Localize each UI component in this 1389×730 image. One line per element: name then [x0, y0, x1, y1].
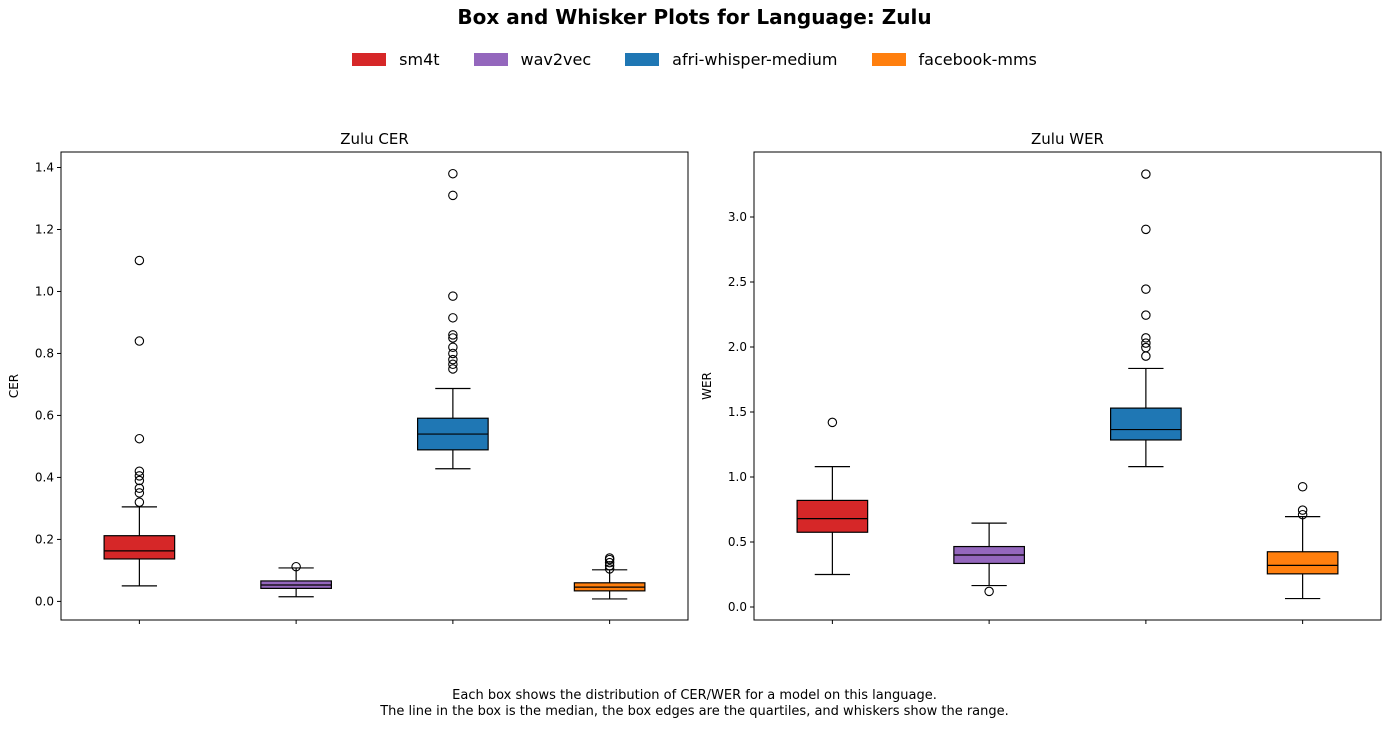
wer-ytick-label: 1.5	[728, 405, 747, 419]
wer-afri-whisper-medium-flier	[1141, 284, 1151, 294]
wer-facebook-mms-flier	[1297, 509, 1308, 520]
legend: sm4t wav2vec afri-whisper-medium faceboo…	[0, 50, 1389, 69]
cer-ytick-label: 0.6	[35, 408, 54, 422]
legend-label-wav2vec: wav2vec	[520, 50, 592, 69]
cer-ytick-label: 1.4	[35, 160, 54, 174]
cer-afri-whisper-medium-flier	[448, 291, 458, 301]
wer-wav2vec-box	[953, 545, 1025, 565]
cer-afri-whisper-medium-flier	[448, 313, 458, 323]
wer-afri-whisper-medium-flier	[1141, 169, 1151, 179]
cer-afri-whisper-medium-box	[417, 417, 489, 451]
cer-facebook-mms-flier	[604, 564, 615, 574]
cer-chart: Zulu CER CER 0.0 0.2 0.4 0.6 0.8 1.0 1.2 1.4	[7, 130, 689, 624]
cer-afri-whisper-medium-flier	[448, 342, 458, 353]
cer-sm4t-flier	[134, 497, 145, 507]
cer-facebook-mms-box	[573, 582, 646, 592]
wer-sm4t-box	[796, 499, 869, 533]
figure-title: Box and Whisker Plots for Language: Zulu	[457, 5, 932, 29]
cer-afri-whisper-medium-flier	[448, 348, 458, 359]
legend-swatch-wav2vec	[473, 53, 508, 66]
caption: Each box shows the distribution of CER/W…	[0, 688, 1389, 720]
wer-afri-whisper-medium-box	[1110, 407, 1182, 441]
cer-ytick-label: 0.8	[35, 346, 54, 360]
cer-sm4t-flier	[134, 483, 145, 494]
wer-ytick-label: 0.0	[728, 600, 747, 614]
cer-afri-whisper-medium-flier	[448, 190, 458, 201]
cer-afri-whisper-medium-flier	[448, 354, 458, 365]
cer-ytick-label: 0.0	[35, 594, 54, 608]
cer-afri-whisper-medium-flier	[448, 333, 458, 343]
cer-facebook-mms-flier	[604, 554, 615, 565]
cer-afri-whisper-medium-flier	[448, 168, 458, 179]
cer-facebook-mms-flier	[604, 553, 615, 563]
wer-ytick-label: 1.0	[728, 470, 747, 484]
legend-item-afri-whisper-medium: afri-whisper-medium	[625, 50, 838, 69]
cer-ytick-label: 1.0	[35, 284, 54, 298]
wer-afri-whisper-medium-flier	[1141, 333, 1151, 343]
cer-axes-frame	[60, 151, 689, 621]
cer-sm4t-flier	[134, 255, 145, 266]
wer-facebook-mms-flier	[1297, 505, 1308, 515]
cer-sm4t-box	[103, 535, 176, 560]
wer-ytick-label: 2.5	[728, 275, 747, 289]
legend-item-wav2vec: wav2vec	[473, 50, 592, 69]
wer-afri-whisper-medium-flier	[1141, 224, 1151, 235]
cer-sm4t-flier	[134, 336, 145, 346]
caption-line-2: The line in the box is the median, the b…	[380, 704, 1009, 719]
cer-afri-whisper-medium-flier	[448, 364, 458, 374]
cer-sm4t-flier	[134, 488, 145, 498]
wer-ytick-label: 2.0	[728, 340, 747, 354]
legend-swatch-sm4t	[352, 53, 387, 66]
wer-axes-frame	[753, 151, 1382, 621]
wer-ylabel: WER	[700, 372, 714, 400]
cer-ytick-label: 0.2	[35, 532, 54, 546]
caption-line-1: Each box shows the distribution of CER/W…	[452, 688, 937, 703]
legend-item-facebook-mms: facebook-mms	[871, 50, 1037, 69]
cer-ylabel: CER	[7, 374, 21, 398]
wer-chart: Zulu WER WER 0.0 0.5 1.0 1.5 2.0 2.5 3.0	[700, 130, 1382, 624]
wer-title: Zulu WER	[1031, 130, 1104, 148]
cer-ytick-label: 1.2	[35, 222, 54, 236]
cer-sm4t-flier	[134, 475, 145, 486]
wer-afri-whisper-medium-flier	[1141, 338, 1151, 348]
cer-sm4t-flier	[134, 471, 145, 481]
wer-facebook-mms-flier	[1297, 481, 1308, 492]
wer-ytick-label: 0.5	[728, 535, 747, 549]
wer-afri-whisper-medium-flier	[1141, 342, 1151, 353]
wer-afri-whisper-medium-flier	[1141, 310, 1151, 320]
wer-wav2vec-flier	[984, 586, 994, 597]
cer-afri-whisper-medium-flier	[448, 359, 458, 370]
wer-sm4t-flier	[827, 417, 838, 428]
legend-label-facebook-mms: facebook-mms	[918, 50, 1037, 69]
wer-ytick-label: 3.0	[728, 210, 747, 224]
cer-wav2vec-box	[260, 580, 332, 589]
cer-sm4t-flier	[134, 433, 145, 444]
cer-afri-whisper-medium-flier	[448, 330, 458, 340]
legend-item-sm4t: sm4t	[352, 50, 440, 69]
wer-facebook-mms-box	[1266, 551, 1339, 575]
cer-wav2vec-flier	[291, 561, 301, 572]
cer-ytick-label: 0.4	[35, 470, 54, 484]
cer-facebook-mms-flier	[604, 557, 615, 568]
cer-sm4t-flier	[134, 466, 145, 476]
legend-swatch-facebook-mms	[871, 53, 906, 66]
legend-label-afri-whisper-medium: afri-whisper-medium	[672, 50, 838, 69]
wer-afri-whisper-medium-flier	[1141, 351, 1151, 361]
legend-label-sm4t: sm4t	[399, 50, 440, 69]
cer-title: Zulu CER	[340, 130, 409, 148]
legend-swatch-afri-whisper-medium	[625, 53, 660, 66]
cer-facebook-mms-flier	[604, 561, 615, 571]
